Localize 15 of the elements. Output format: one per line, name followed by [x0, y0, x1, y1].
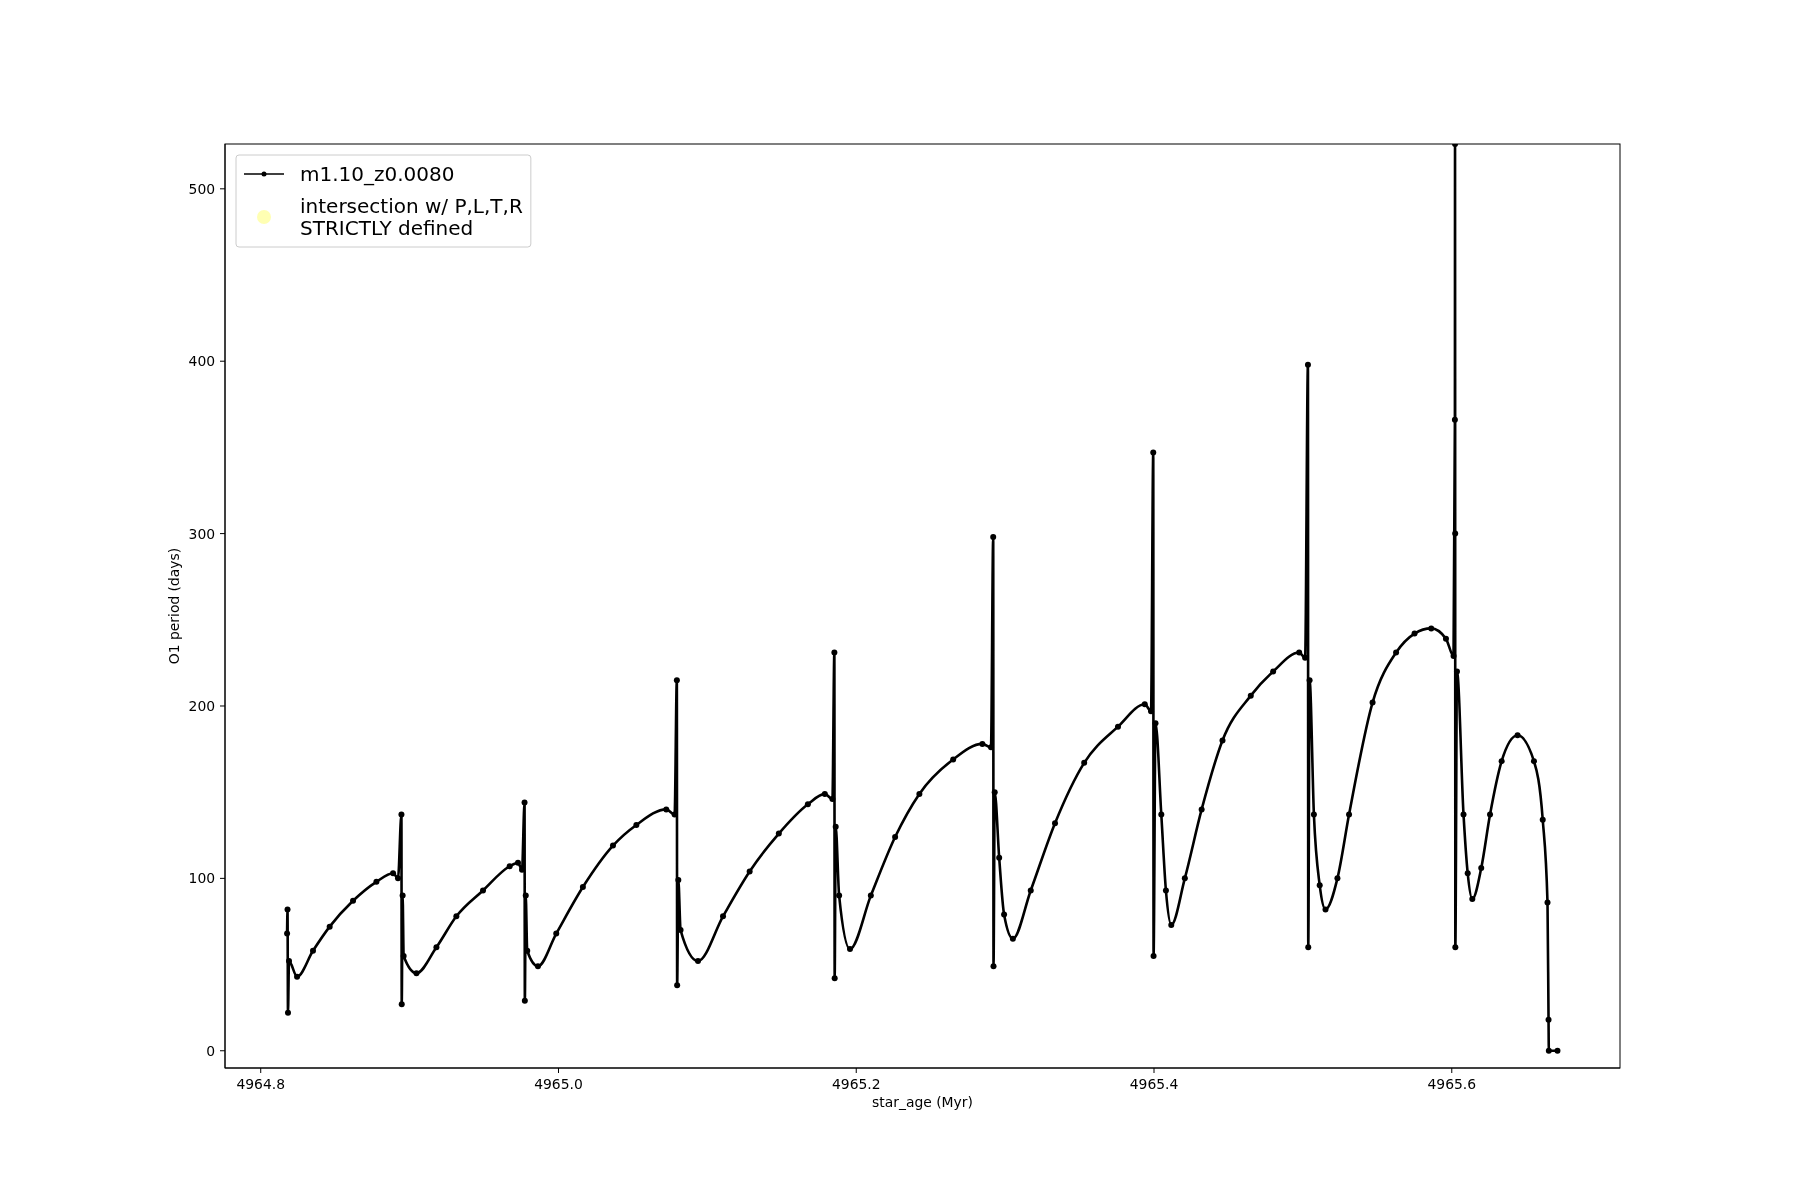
- y-tick-label: 500: [188, 180, 216, 197]
- y-tick-label: 200: [188, 697, 216, 714]
- y-tick-label: 0: [206, 1042, 216, 1059]
- x-axis-title: star_age (Myr): [872, 1094, 973, 1110]
- x-tick-label: 4965.6: [1427, 1075, 1477, 1092]
- x-tick-label: 4965.0: [534, 1075, 583, 1092]
- y-tick-label: 100: [188, 870, 216, 887]
- legend-label: m1.10_z0.0080: [300, 162, 455, 186]
- x-tick-label: 4965.2: [831, 1075, 881, 1092]
- x-tick-label: 4965.4: [1129, 1075, 1179, 1092]
- y-tick-label: 300: [188, 525, 216, 542]
- y-tick-label: 400: [188, 353, 216, 370]
- y-axis-title: O1 period (days): [166, 547, 182, 665]
- legend-label: intersection w/ P,L,T,R STRICTLY defined: [300, 194, 523, 240]
- x-tick-label: 4964.8: [236, 1075, 286, 1092]
